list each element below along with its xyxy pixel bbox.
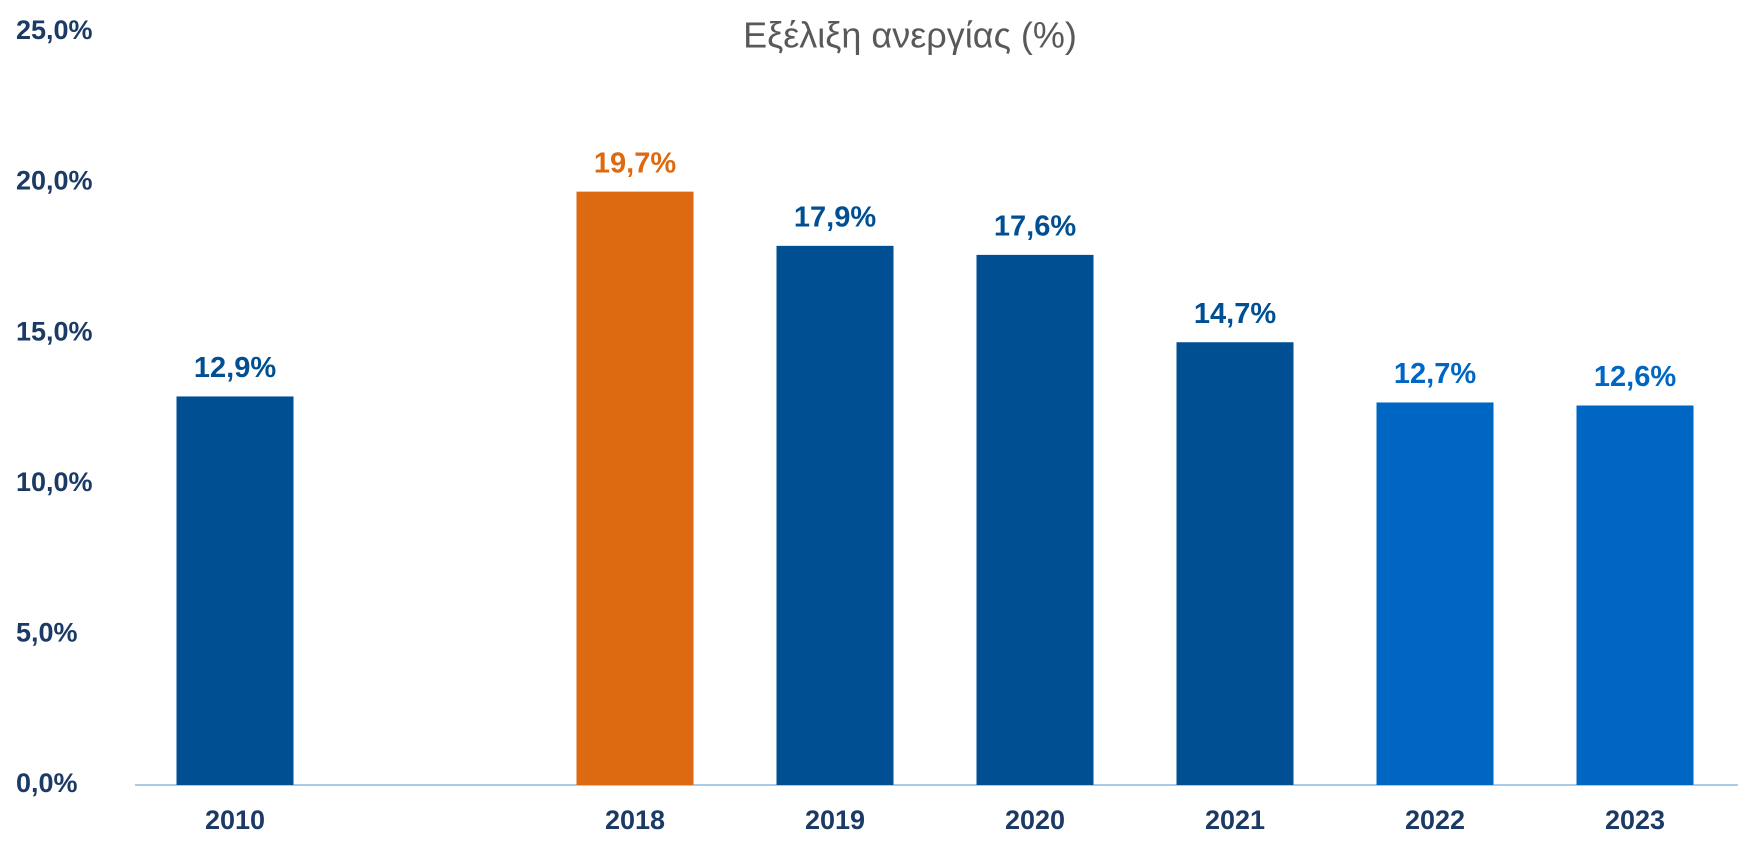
y-tick-label: 20,0% [16,166,93,196]
y-tick-label: 5,0% [16,618,78,648]
bar [1176,342,1294,785]
x-tick-label: 2018 [605,805,665,835]
x-tick-label: 2022 [1405,805,1465,835]
value-label: 14,7% [1194,298,1276,330]
bar [976,254,1094,785]
x-tick-label: 2019 [805,805,865,835]
value-label: 12,7% [1394,358,1476,390]
bar [576,191,694,786]
chart-title: Εξέλιξη ανεργίας (%) [743,15,1077,56]
y-tick-label: 10,0% [16,467,93,497]
bar [176,396,294,785]
value-label: 12,6% [1594,361,1676,393]
y-tick-label: 25,0% [16,15,93,45]
x-tick-label: 2010 [205,805,265,835]
y-tick-label: 0,0% [16,768,78,798]
value-label: 19,7% [594,147,676,179]
y-tick-label: 15,0% [16,316,93,346]
bar [1576,405,1694,785]
x-tick-label: 2023 [1605,805,1665,835]
bar [776,245,894,786]
x-tick-label: 2020 [1005,805,1065,835]
value-label: 12,9% [194,352,276,384]
value-label: 17,9% [794,202,876,234]
value-label: 17,6% [994,211,1076,243]
bar [1376,402,1494,785]
x-tick-label: 2021 [1205,805,1265,835]
